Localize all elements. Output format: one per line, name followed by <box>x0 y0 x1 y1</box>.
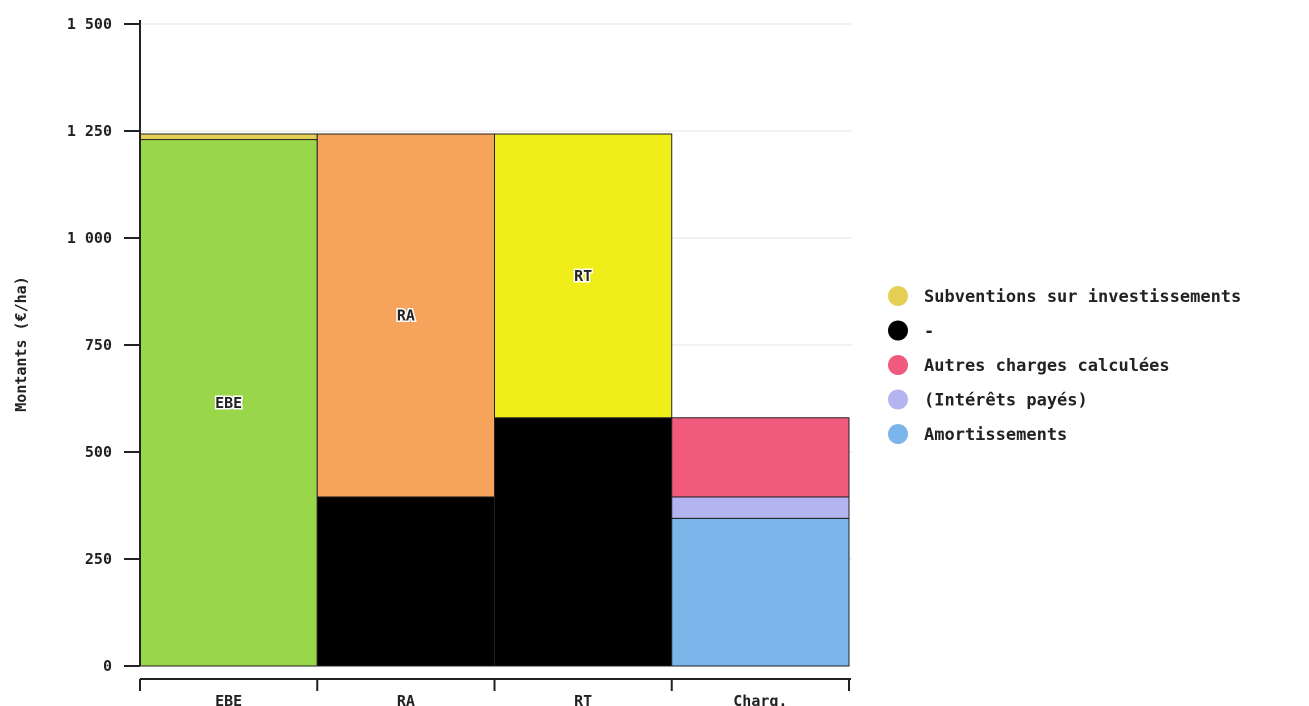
bar-data-label: EBE <box>215 394 242 412</box>
bar-segment <box>494 133 673 419</box>
bar-segment <box>139 133 318 141</box>
legend: Subventions sur investissements - Autres c… <box>888 286 1241 445</box>
legend-label: Subventions sur investissements <box>924 287 1241 307</box>
legend-label: Amortissements <box>924 425 1067 445</box>
legend-item[interactable]: (Intérêts payés) <box>888 389 1088 411</box>
legend-label: (Intérêts payés) <box>924 391 1088 411</box>
bar-segment <box>671 496 850 519</box>
legend-swatch <box>888 320 908 341</box>
bar-data-label: RT <box>574 267 592 285</box>
y-tick-label: 1 500 <box>67 15 112 33</box>
legend-item[interactable]: Autres charges calculées <box>888 355 1170 376</box>
bar-segment <box>671 517 850 667</box>
y-tick-label: 250 <box>85 550 112 568</box>
x-tick-label: Charg. <box>733 692 787 706</box>
legend-item[interactable]: Amortissements <box>888 424 1067 445</box>
legend-item[interactable]: Subventions sur investissements <box>888 286 1241 307</box>
legend-label: Autres charges calculées <box>924 356 1170 376</box>
bars <box>139 133 850 667</box>
y-tick-label: 0 <box>103 657 112 675</box>
legend-swatch <box>888 355 908 375</box>
y-tick-label: 1 000 <box>67 229 112 247</box>
bar-segment <box>139 139 318 667</box>
y-axis-title: Montants (€/ha) <box>12 276 30 411</box>
x-tick-label: RT <box>574 692 592 706</box>
y-tick-label: 500 <box>85 443 112 461</box>
x-tick-label: EBE <box>215 692 242 706</box>
bar-data-label: RA <box>397 306 415 324</box>
legend-item[interactable]: - <box>888 320 934 342</box>
data-labels: EBE RA RT <box>214 265 594 413</box>
axes: 0 250 500 750 1 000 1 250 1 500 EBE RA RT Charg. <box>67 15 851 706</box>
bar-segment <box>316 496 495 667</box>
y-tick-label: 1 250 <box>67 122 112 140</box>
legend-swatch <box>888 424 908 444</box>
legend-swatch <box>888 389 908 410</box>
bar-segment <box>494 417 673 667</box>
y-tick-label: 750 <box>85 336 112 354</box>
bar-segment <box>671 417 850 498</box>
legend-label: - <box>924 322 934 342</box>
legend-swatch <box>888 286 908 306</box>
x-tick-label: RA <box>397 692 415 706</box>
